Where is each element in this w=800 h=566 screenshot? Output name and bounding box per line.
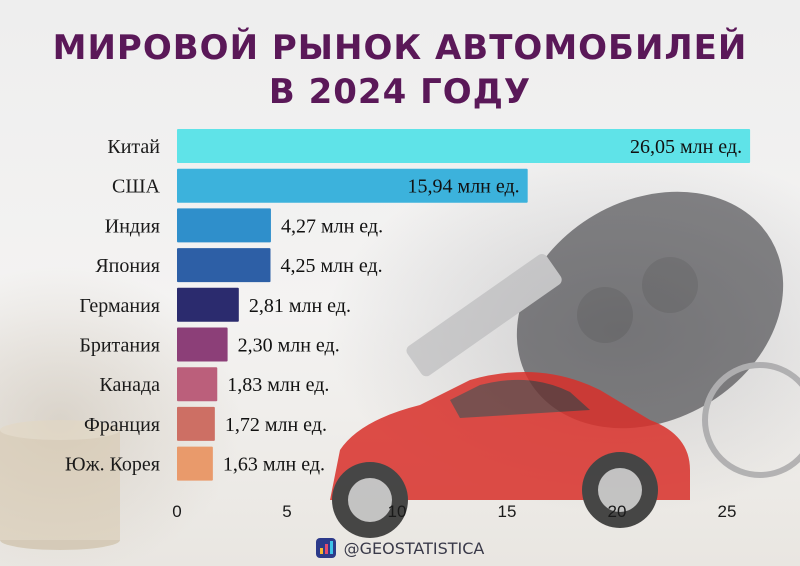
x-tick-label: 10 bbox=[388, 502, 407, 521]
bar bbox=[177, 367, 218, 402]
x-tick-label: 0 bbox=[172, 502, 181, 521]
data-label: 1,72 млн ед. bbox=[225, 414, 327, 436]
data-label: 2,30 млн ед. bbox=[238, 335, 340, 357]
data-label: 15,94 млн ед. bbox=[408, 176, 520, 198]
x-tick-label: 20 bbox=[608, 502, 627, 521]
bar bbox=[177, 208, 271, 243]
page-title: МИРОВОЙ РЫНОК АВТОМОБИЛЕЙ В 2024 ГОДУ bbox=[0, 26, 800, 114]
data-label: 4,25 млн ед. bbox=[281, 255, 383, 277]
x-tick-label: 25 bbox=[718, 502, 737, 521]
category-label: Юж. Корея bbox=[65, 454, 160, 476]
bar bbox=[177, 446, 213, 481]
category-label: Британия bbox=[79, 335, 160, 357]
bar bbox=[177, 248, 271, 283]
data-label: 26,05 млн ед. bbox=[630, 136, 742, 158]
data-label: 1,83 млн ед. bbox=[227, 374, 329, 396]
bar bbox=[177, 168, 528, 203]
category-label: Китай bbox=[107, 136, 160, 158]
data-label: 4,27 млн ед. bbox=[281, 215, 383, 237]
category-label: США bbox=[112, 176, 161, 198]
title-line-2: В 2024 ГОДУ bbox=[268, 72, 532, 112]
bar bbox=[177, 129, 751, 163]
bar bbox=[177, 287, 239, 322]
category-label: Канада bbox=[99, 374, 160, 396]
footer-handle[interactable]: @GEOSTATISTICA bbox=[343, 538, 485, 558]
category-label: Индия bbox=[105, 215, 160, 237]
title-line-1: МИРОВОЙ РЫНОК АВТОМОБИЛЕЙ bbox=[52, 28, 748, 68]
chart-logo-icon bbox=[315, 538, 336, 558]
footer: @GEOSTATISTICA bbox=[0, 536, 800, 560]
category-label: Франция bbox=[84, 414, 160, 436]
category-label: Япония bbox=[95, 255, 160, 277]
x-tick-label: 15 bbox=[498, 502, 517, 521]
bar bbox=[177, 406, 215, 441]
data-label: 2,81 млн ед. bbox=[249, 295, 351, 317]
x-tick-label: 5 bbox=[282, 502, 291, 521]
bar bbox=[177, 327, 228, 362]
category-label: Германия bbox=[79, 295, 160, 317]
data-label: 1,63 млн ед. bbox=[223, 454, 325, 476]
